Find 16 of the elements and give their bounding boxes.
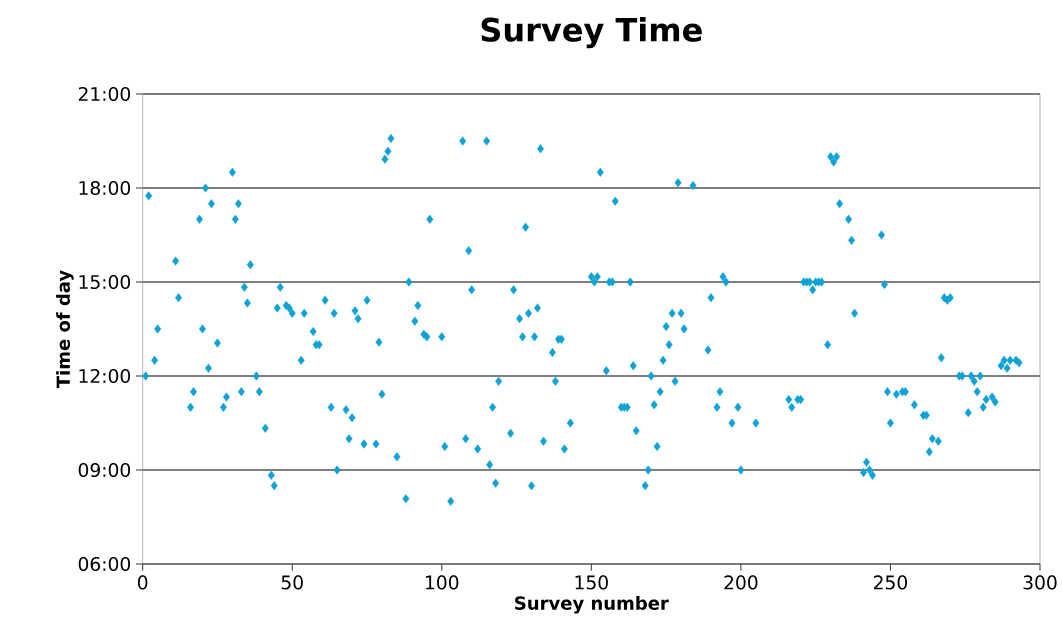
y-tick-label: 12:00 bbox=[79, 368, 131, 384]
x-tick-label: 0 bbox=[137, 575, 148, 590]
x-tick-label: 300 bbox=[1023, 575, 1057, 590]
y-tick-label: 21:00 bbox=[78, 86, 131, 102]
x-tick-label: 50 bbox=[281, 575, 303, 590]
chart-title: Survey Time bbox=[481, 17, 702, 49]
x-tick-label: 150 bbox=[575, 575, 608, 590]
y-tick-label: 18:00 bbox=[79, 180, 131, 196]
x-tick-label: 200 bbox=[724, 575, 758, 590]
x-tick-label: 100 bbox=[426, 575, 459, 590]
y-tick-label: 06:00 bbox=[78, 556, 131, 572]
y-axis-title: Time of day bbox=[56, 270, 74, 389]
x-tick-label: 250 bbox=[874, 575, 908, 590]
y-tick-label: 09:00 bbox=[78, 462, 131, 478]
x-axis-title: Survey number bbox=[515, 595, 669, 614]
y-tick-label: 15:00 bbox=[79, 274, 131, 290]
